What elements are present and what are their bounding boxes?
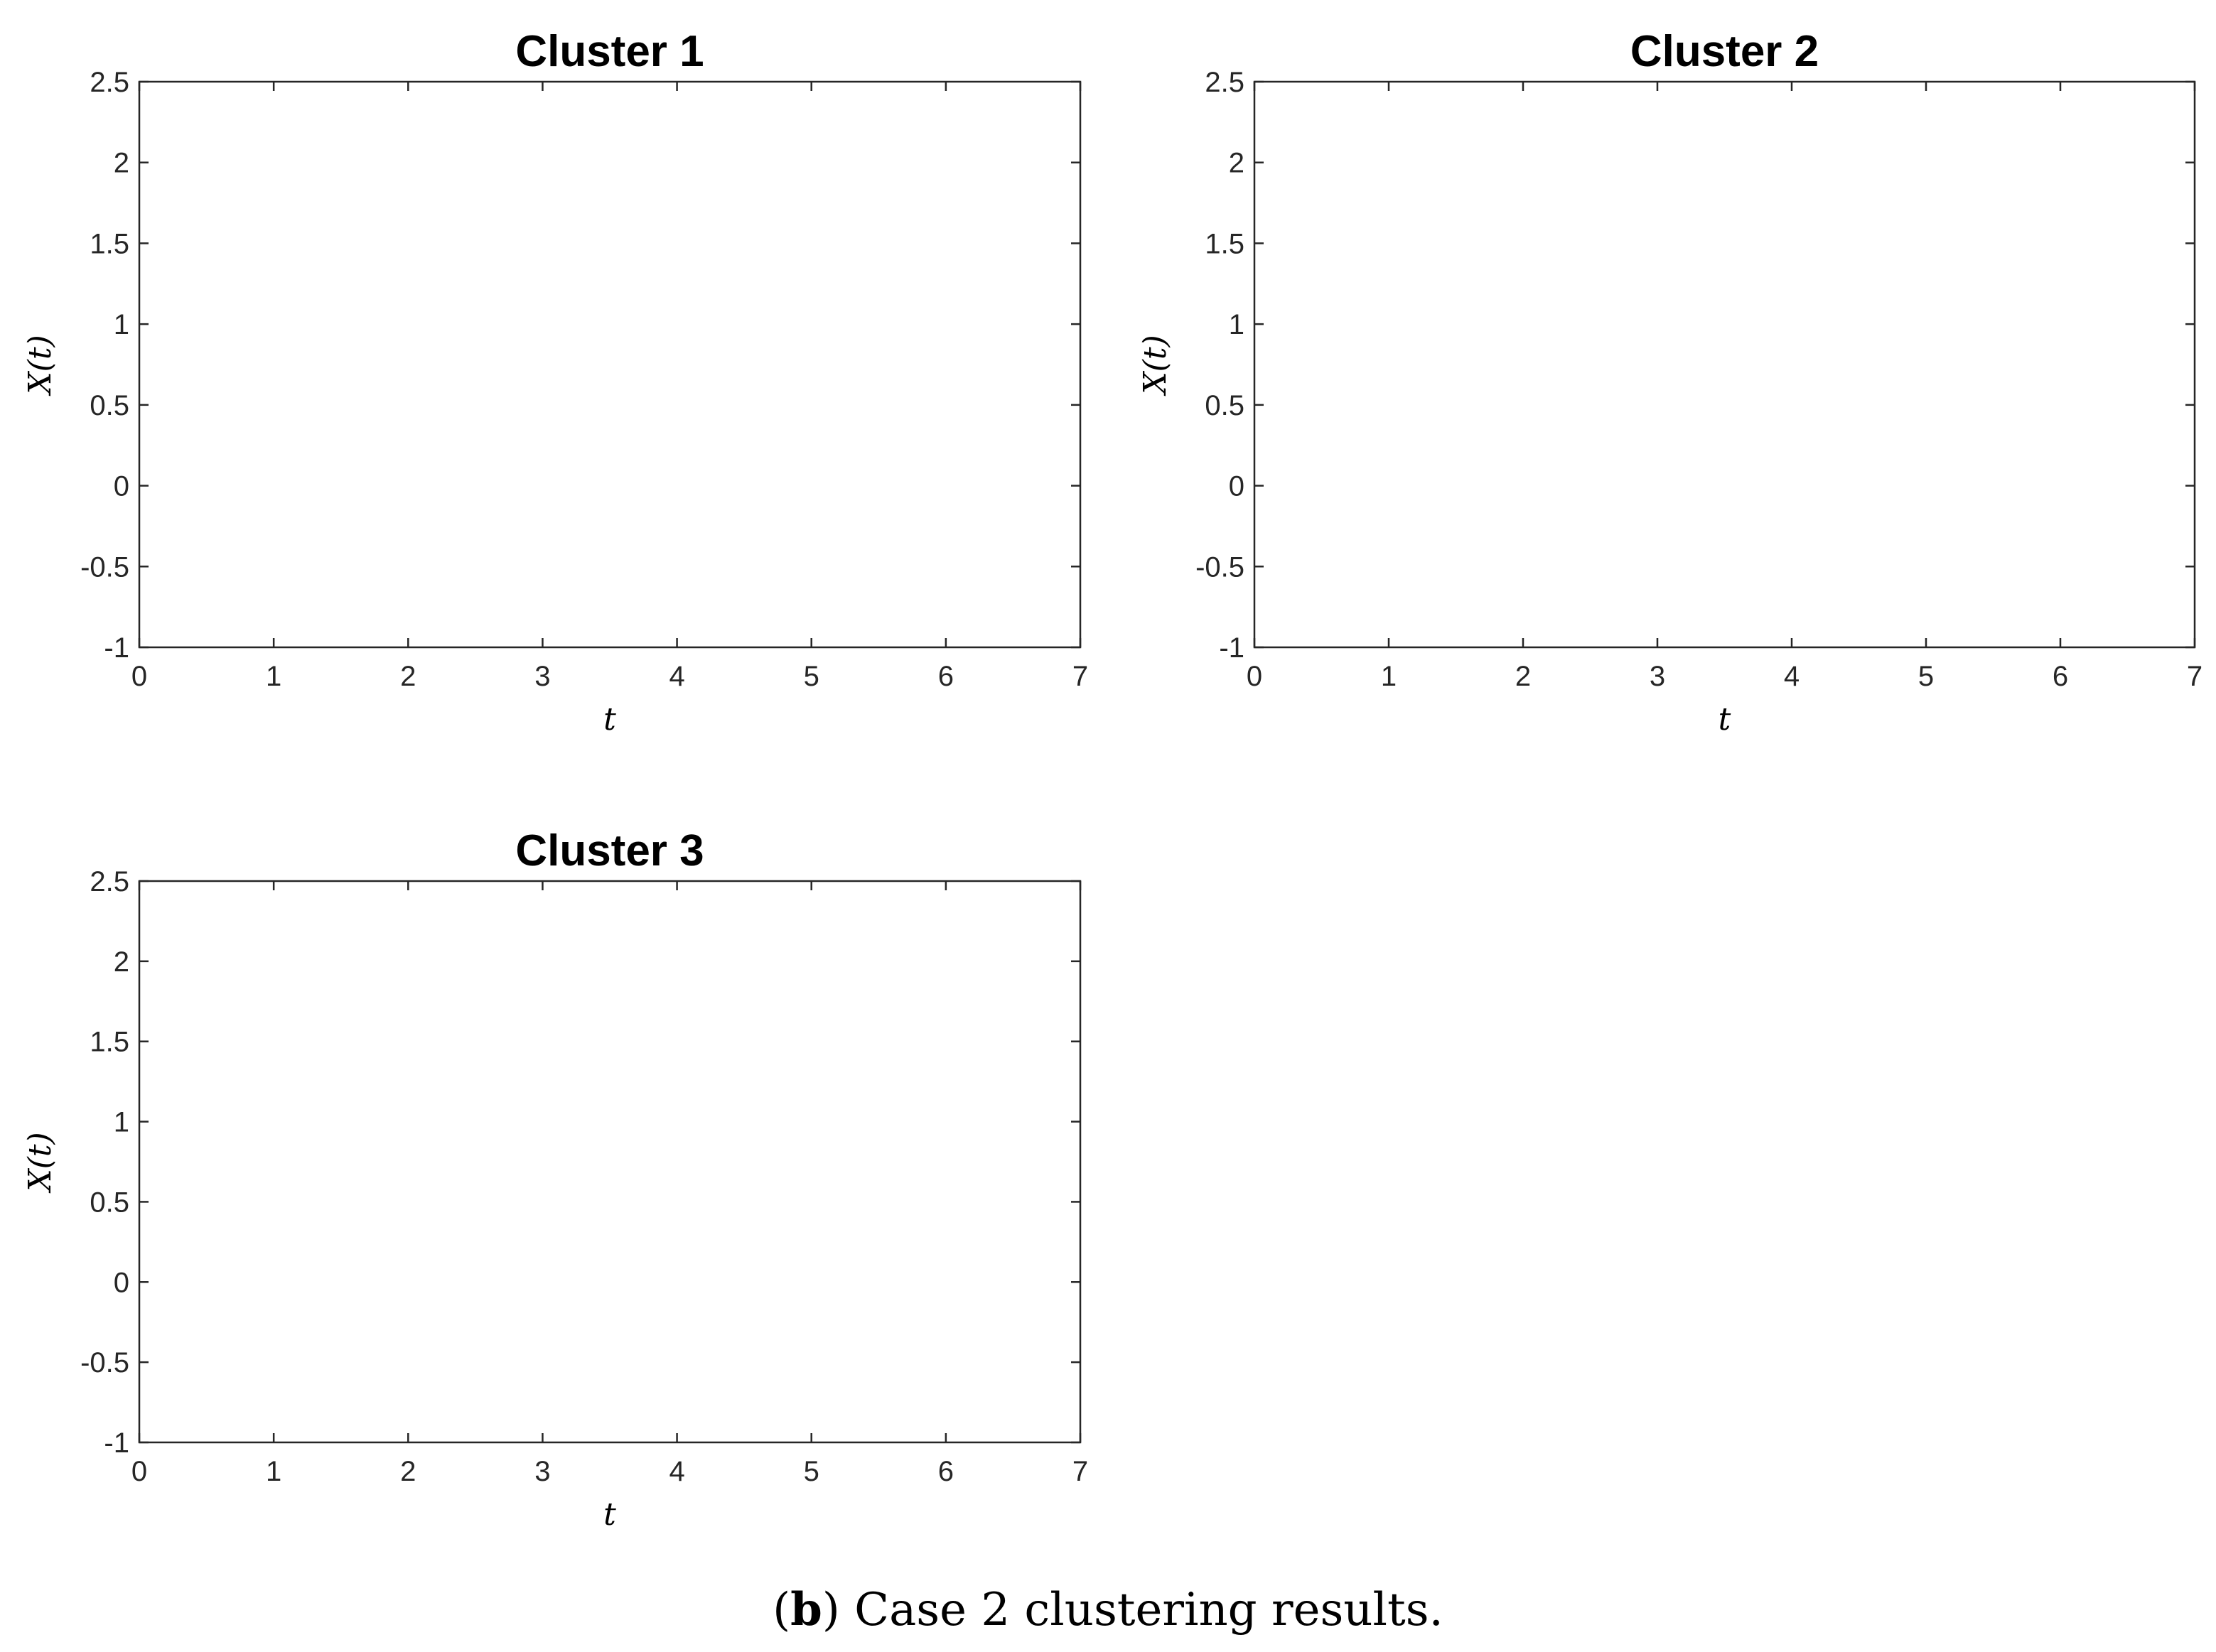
y-axis-label: X(t) [22,1132,58,1193]
caption-close-paren: ) [822,1584,840,1636]
y-tick-label: 0.5 [90,390,129,421]
x-tick-label: 6 [938,1456,954,1487]
y-tick-label: -1 [1219,632,1244,664]
y-tick-label: 1.5 [90,1027,129,1058]
y-tick-label: 2.5 [1205,67,1244,98]
chart-panel-2: 0 1 2 3 4 5 6 7 -1 -0.5 0 0.5 1 1.5 2 2.5 Cluster 2 t X(t) [1137,27,2202,738]
y-axis-label: X(t) [22,335,58,396]
x-tick-label: 4 [669,1456,684,1487]
y-axis-label: X(t) [1137,335,1173,396]
figure-caption: (b) Case 2 clustering results. [0,1583,2216,1636]
x-tick-label: 0 [131,661,147,692]
x-tick-label: 3 [534,661,550,692]
y-tick-label: 2 [114,946,129,978]
chart-panel-3: 0 1 2 3 4 5 6 7 -1 -0.5 0 0.5 1 1.5 2 2.5 Cluster 3 t X(t) [22,826,1088,1533]
y-tick-label: -1 [104,632,129,664]
x-axis-label: t [603,1496,616,1533]
y-tick-label: 1 [114,309,129,340]
y-tick-label: 1 [1229,309,1244,340]
y-tick-label: -0.5 [80,551,129,583]
chart-title: Cluster 2 [1630,27,1819,76]
chart-panel-1: 0 1 2 3 4 5 6 7 -1 -0.5 0 0.5 1 1.5 2 2.5 Cluster 1 t X(t) [22,27,1088,738]
axes-frame [1253,80,2196,649]
x-tick-label: 0 [131,1456,147,1487]
x-tick-label: 1 [1381,661,1397,692]
chart-title: Cluster 3 [515,826,704,875]
y-tick-label: 1.5 [1205,228,1244,259]
y-tick-label: -0.5 [1195,551,1244,583]
y-tick-label: 2 [1229,148,1244,179]
x-tick-label: 0 [1247,661,1262,692]
x-tick-label: 5 [804,661,819,692]
axes-frame [138,80,1082,649]
x-tick-label: 4 [669,661,684,692]
x-tick-label: 2 [400,1456,416,1487]
x-tick-label: 5 [1918,661,1934,692]
caption-open-paren: ( [773,1584,791,1636]
x-tick-label: 2 [400,661,416,692]
x-tick-label: 3 [534,1456,550,1487]
y-tick-label: -0.5 [80,1347,129,1378]
x-tick-label: 6 [938,661,954,692]
y-tick-label: 1 [114,1107,129,1138]
x-tick-label: 5 [804,1456,819,1487]
x-axis-label: t [1719,701,1731,738]
x-tick-label: 4 [1784,661,1800,692]
x-tick-label: 7 [1072,661,1088,692]
y-tick-label: 2.5 [90,67,129,98]
x-tick-label: 1 [266,1456,281,1487]
y-tick-label: 0 [1229,471,1244,502]
x-tick-label: 7 [1072,1456,1088,1487]
y-tick-label: 0.5 [1205,390,1244,421]
caption-text: Case 2 clustering results. [839,1584,1443,1636]
y-tick-label: 2 [114,148,129,179]
y-tick-label: 1.5 [90,228,129,259]
y-tick-label: 2.5 [90,866,129,897]
x-tick-label: 2 [1515,661,1531,692]
x-tick-label: 1 [266,661,281,692]
caption-label: b [790,1583,822,1636]
y-tick-label: -1 [104,1427,129,1459]
x-tick-label: 3 [1650,661,1665,692]
y-tick-label: 0 [114,1267,129,1298]
axes-frame [138,880,1082,1444]
y-tick-label: 0 [114,471,129,502]
x-axis-label: t [603,701,616,738]
x-tick-label: 7 [2187,661,2202,692]
y-tick-label: 0.5 [90,1187,129,1218]
x-tick-label: 6 [2053,661,2068,692]
chart-title: Cluster 1 [515,27,704,76]
